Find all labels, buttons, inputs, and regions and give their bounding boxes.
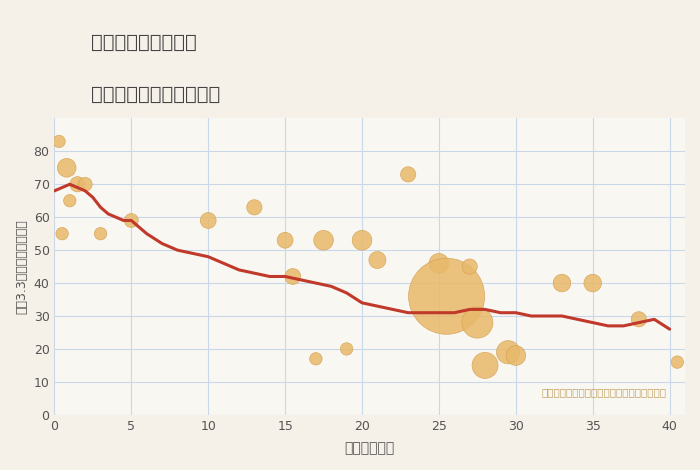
Text: 円の大きさは、取引のあった物件面積を示す: 円の大きさは、取引のあった物件面積を示す [541, 387, 666, 397]
Point [95, 230, 106, 237]
Point [672, 358, 683, 366]
X-axis label: 築年数（年）: 築年数（年） [344, 441, 395, 455]
Text: 築年数別中古戸建て価格: 築年数別中古戸建て価格 [91, 85, 220, 103]
Y-axis label: 坪（3.3㎡）単価（万円）: 坪（3.3㎡）単価（万円） [15, 219, 28, 314]
Point [587, 279, 598, 287]
Point [248, 204, 260, 211]
Point [61, 164, 72, 172]
Point [503, 348, 514, 356]
Point [287, 273, 298, 280]
Point [510, 352, 522, 359]
Point [279, 236, 290, 244]
Point [310, 355, 321, 362]
Point [356, 236, 368, 244]
Point [372, 256, 383, 264]
Point [480, 361, 491, 369]
Point [57, 230, 68, 237]
Point [634, 315, 645, 323]
Text: 埼玉県深谷市戸森の: 埼玉県深谷市戸森の [91, 33, 197, 52]
Point [441, 292, 452, 300]
Point [126, 217, 137, 224]
Point [556, 279, 568, 287]
Point [72, 180, 83, 188]
Point [464, 263, 475, 270]
Point [64, 197, 76, 204]
Point [53, 138, 64, 145]
Point [402, 171, 414, 178]
Point [202, 217, 214, 224]
Point [318, 236, 329, 244]
Point [341, 345, 352, 352]
Point [80, 180, 91, 188]
Point [433, 259, 444, 267]
Point [472, 319, 483, 326]
